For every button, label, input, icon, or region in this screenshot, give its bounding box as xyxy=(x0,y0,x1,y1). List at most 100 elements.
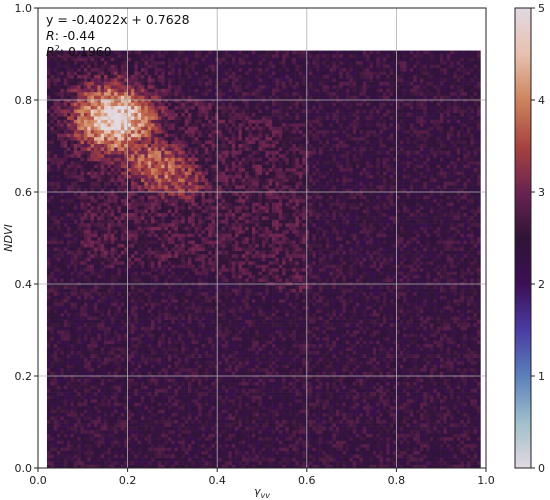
density-cell xyxy=(83,340,88,345)
density-cell xyxy=(141,305,145,310)
density-cell xyxy=(97,116,102,120)
density-cell xyxy=(87,267,91,272)
density-cell xyxy=(147,288,152,293)
density-cell xyxy=(73,430,78,434)
density-cell xyxy=(70,323,75,327)
density-cell xyxy=(157,136,162,141)
density-cell xyxy=(46,95,51,100)
density-cell xyxy=(137,298,142,303)
density-cell xyxy=(83,247,88,251)
density-cell xyxy=(171,212,175,217)
density-cell xyxy=(157,416,162,420)
density-cell xyxy=(151,209,155,213)
density-cell xyxy=(70,233,75,238)
density-cell xyxy=(87,219,91,224)
density-cell xyxy=(94,85,98,89)
density-cell xyxy=(154,102,159,107)
density-cell xyxy=(73,295,78,300)
density-cell xyxy=(63,81,68,86)
density-cell xyxy=(57,126,61,131)
density-cell xyxy=(90,102,95,107)
density-cell xyxy=(164,374,169,379)
density-cell xyxy=(94,267,98,272)
density-cell xyxy=(144,188,149,193)
density-cell xyxy=(67,188,71,193)
density-cell xyxy=(167,243,172,248)
density-cell xyxy=(90,129,95,134)
density-cell xyxy=(114,133,118,138)
density-cell xyxy=(114,340,118,345)
density-cell xyxy=(77,236,81,241)
density-cell xyxy=(171,312,175,317)
density-cell xyxy=(174,261,179,265)
density-cell xyxy=(157,240,162,245)
density-cell xyxy=(94,367,98,372)
density-cell xyxy=(70,202,75,207)
density-cell xyxy=(147,267,152,272)
density-cell xyxy=(134,250,138,255)
density-cell xyxy=(120,123,125,127)
density-cell xyxy=(157,233,162,238)
density-cell xyxy=(57,202,61,207)
density-cell xyxy=(110,361,115,365)
density-cell xyxy=(130,67,135,72)
density-cell xyxy=(73,240,78,245)
density-cell xyxy=(80,461,85,465)
density-cell xyxy=(130,454,135,458)
density-cell xyxy=(67,254,71,258)
density-cell xyxy=(73,109,78,113)
density-cell xyxy=(178,385,182,389)
density-cell xyxy=(100,98,105,103)
density-cell xyxy=(151,405,155,410)
density-cell xyxy=(110,450,115,455)
density-cell xyxy=(137,188,142,193)
density-cell xyxy=(137,430,142,434)
density-cell xyxy=(87,71,91,75)
density-cell xyxy=(174,292,179,296)
density-cell xyxy=(70,298,75,303)
density-cell xyxy=(144,464,149,468)
density-cell xyxy=(120,323,125,327)
density-cell xyxy=(134,126,138,131)
density-cell xyxy=(53,105,58,110)
density-cell xyxy=(57,216,61,220)
density-cell xyxy=(107,85,112,89)
density-cell xyxy=(171,326,175,331)
density-cell xyxy=(164,343,169,348)
density-cell xyxy=(70,430,75,434)
density-cell xyxy=(178,357,182,362)
density-cell xyxy=(141,416,145,420)
density-cell xyxy=(107,354,112,358)
density-cell xyxy=(184,371,189,376)
density-cell xyxy=(171,395,175,400)
density-cell xyxy=(73,319,78,324)
density-cell xyxy=(77,364,81,369)
density-cell xyxy=(83,154,88,158)
density-cell xyxy=(60,140,65,144)
density-cell xyxy=(130,229,135,234)
density-cell xyxy=(97,412,102,417)
density-cell xyxy=(161,185,165,189)
density-cell xyxy=(83,374,88,379)
density-cell xyxy=(104,240,108,245)
density-cell xyxy=(80,340,85,345)
density-cell xyxy=(147,257,152,262)
density-cell xyxy=(178,95,182,100)
density-cell xyxy=(114,316,118,320)
density-cell xyxy=(114,440,118,445)
density-cell xyxy=(127,336,132,341)
density-cell xyxy=(83,385,88,389)
density-cell xyxy=(90,119,95,124)
density-cell xyxy=(141,374,145,379)
density-cell xyxy=(171,240,175,245)
density-cell xyxy=(154,185,159,189)
density-cell xyxy=(50,240,54,245)
density-cell xyxy=(110,340,115,345)
density-cell xyxy=(87,60,91,65)
density-cell xyxy=(46,367,51,372)
density-cell xyxy=(97,160,102,165)
density-cell xyxy=(110,216,115,220)
density-cell xyxy=(94,443,98,448)
density-cell xyxy=(137,119,142,124)
density-cell xyxy=(127,281,132,286)
